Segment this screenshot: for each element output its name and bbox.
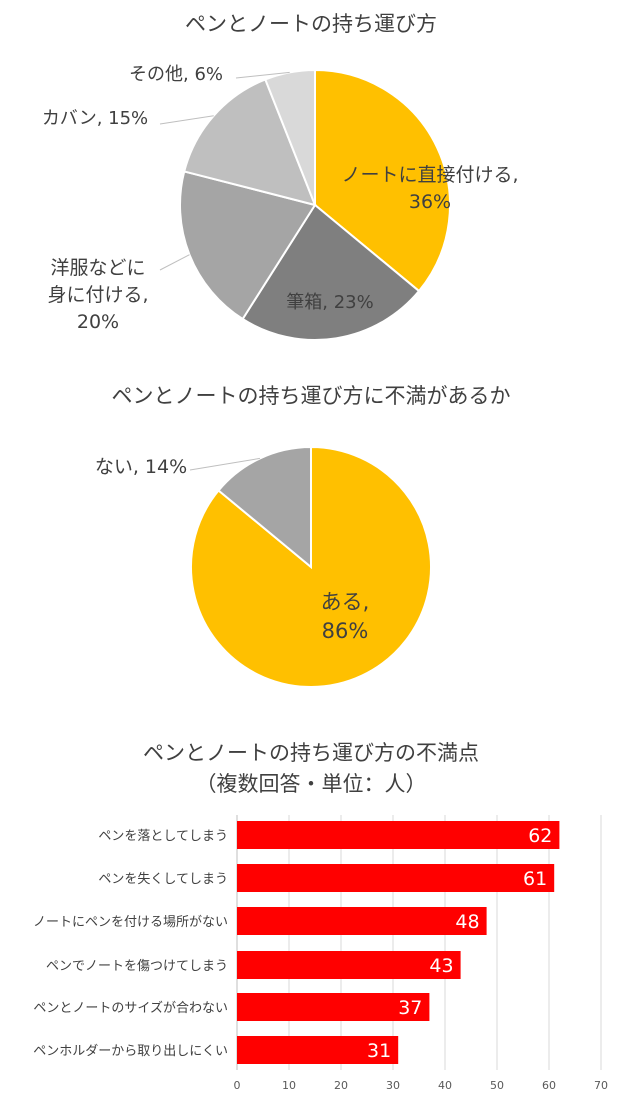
bar bbox=[237, 907, 487, 935]
slice-label: カバン, 15% bbox=[42, 108, 148, 129]
leader-line bbox=[159, 115, 214, 125]
leader-line bbox=[235, 71, 290, 79]
bar-chart-complaints: 0 10 20 30 40 50 60 70 62 ペンを落としてしまう 61 ペンを失くしてしまう 4… bbox=[33, 815, 608, 1092]
bar bbox=[237, 821, 560, 849]
x-tick-label: 70 bbox=[594, 1079, 608, 1092]
bar-subtitle: （複数回答・単位：人） bbox=[195, 772, 427, 796]
x-tick-label: 0 bbox=[234, 1079, 241, 1092]
pie1-title: ペンとノートの持ち運び方 bbox=[185, 12, 437, 36]
bar bbox=[237, 864, 555, 892]
leader-line bbox=[189, 457, 260, 471]
slice-label: 筆箱, 23% bbox=[286, 292, 373, 313]
bar bbox=[237, 993, 430, 1021]
bar-value-label: 37 bbox=[398, 997, 422, 1019]
bar-value-label: 31 bbox=[367, 1040, 391, 1062]
slice-label: ノートに直接付ける, bbox=[341, 164, 518, 186]
bar-value-label: 62 bbox=[528, 825, 552, 847]
category-label: ペンを落としてしまう bbox=[98, 829, 228, 844]
category-label: ペンホルダーから取り出しにくい bbox=[33, 1044, 228, 1059]
x-tick-label: 60 bbox=[542, 1079, 556, 1092]
slice-label: その他, 6% bbox=[129, 64, 223, 85]
bar bbox=[237, 951, 461, 979]
bar-value-label: 43 bbox=[429, 955, 453, 977]
bar-value-label: 48 bbox=[455, 911, 479, 933]
category-label: ペンでノートを傷つけてしまう bbox=[46, 959, 228, 974]
slice-label: 20% bbox=[77, 311, 119, 333]
category-label: ペンを失くしてしまう bbox=[98, 872, 228, 887]
slice-label: ある, bbox=[321, 590, 370, 614]
slice-label: 洋服などに bbox=[50, 257, 145, 279]
bar bbox=[237, 1036, 399, 1064]
slice-label: 身に付ける, bbox=[47, 284, 148, 306]
category-label: ペンとノートのサイズが合わない bbox=[33, 1000, 228, 1016]
x-tick-label: 50 bbox=[490, 1079, 504, 1092]
x-tick-label: 40 bbox=[438, 1079, 452, 1092]
pie2-title: ペンとノートの持ち運び方に不満があるか bbox=[111, 384, 511, 408]
slice-label: ない, 14% bbox=[95, 456, 187, 478]
x-tick-label: 30 bbox=[386, 1079, 400, 1092]
category-label: ノートにペンを付ける場所がない bbox=[33, 915, 228, 930]
leader-line bbox=[159, 254, 190, 271]
x-tick-label: 20 bbox=[334, 1079, 348, 1092]
pie-slice bbox=[241, 203, 421, 341]
x-tick-label: 10 bbox=[282, 1079, 296, 1092]
slice-label: 86% bbox=[322, 619, 369, 643]
pie-slice bbox=[314, 68, 451, 293]
bar-value-label: 61 bbox=[523, 868, 547, 890]
pie-chart-dissatisfaction: ある, 86% ない, 14% bbox=[95, 445, 432, 688]
slice-label: 36% bbox=[409, 191, 451, 213]
bar-title: ペンとノートの持ち運び方の不満点 bbox=[143, 741, 479, 765]
